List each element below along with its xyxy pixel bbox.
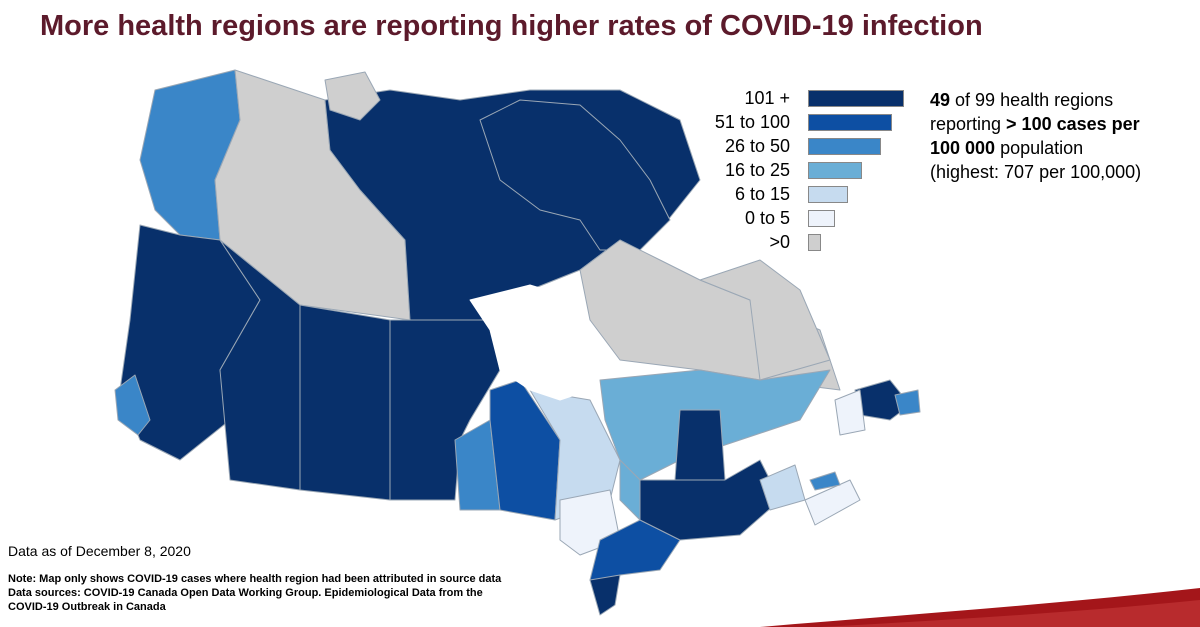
legend-label: 16 to 25 (724, 160, 790, 180)
page-title: More health regions are reporting higher… (40, 10, 983, 42)
canada-health-region-map (114, 69, 921, 616)
summary-line3-rest: population (995, 138, 1084, 158)
legend-label: 51 to 100 (714, 112, 790, 132)
data-date-note: Data as of December 8, 2020 (8, 543, 191, 559)
region-quebec-south (639, 459, 781, 541)
legend-label: 0 to 5 (744, 208, 790, 228)
legend-label: 101 + (744, 88, 790, 108)
region-nova-scotia (804, 479, 861, 526)
legend-swatch (808, 210, 835, 227)
region-vancouver-island (114, 374, 151, 436)
region-toronto-area (589, 574, 621, 616)
legend-swatch (808, 114, 892, 131)
legend-label: 26 to 50 (724, 136, 790, 156)
legend-item: >0 (690, 232, 920, 254)
footnote-line: Data sources: COVID-19 Canada Open Data … (8, 587, 483, 599)
legend-swatch (808, 186, 848, 203)
legend-item: 6 to 15 (690, 184, 920, 206)
legend-swatch (808, 138, 881, 155)
summary-count: 49 (930, 90, 951, 110)
legend-swatch (808, 234, 821, 251)
summary-line2-plain: reporting (930, 114, 1007, 134)
region-saskatchewan (299, 304, 391, 501)
legend-swatch (808, 162, 862, 179)
legend-item: 101 + (690, 88, 920, 110)
region-quebec-southwest (619, 459, 641, 521)
legend-label: >0 (769, 232, 790, 252)
summary-line3-bold: 100 000 (930, 138, 996, 158)
footnote-line: Note: Map only shows COVID-19 cases wher… (8, 573, 502, 585)
summary-callout: 49 of 99 health regions reporting > 100 … (930, 88, 1190, 184)
region-quebec-saguenay (674, 409, 726, 481)
legend-item: 26 to 50 (690, 136, 920, 158)
region-labrador (699, 259, 831, 381)
footnote-line: COVID-19 Outbreak in Canada (8, 601, 166, 613)
legend-swatch (808, 90, 904, 107)
summary-line4: (highest: 707 per 100,000) (930, 162, 1142, 182)
region-arctic-island (324, 71, 381, 121)
region-manitoba (389, 319, 501, 501)
footnote: Note: Map only shows COVID-19 cases wher… (8, 572, 608, 614)
legend-label: 6 to 15 (734, 184, 790, 204)
region-newfoundland-east (894, 389, 921, 416)
region-nunavut-islands (479, 99, 671, 251)
summary-line2-bold: > 100 cases per (1006, 114, 1140, 134)
region-gaspe (834, 389, 866, 436)
region-pei (809, 471, 841, 491)
summary-line1: of 99 health regions (950, 90, 1114, 110)
hudson-bay-water (469, 284, 601, 401)
legend-item: 16 to 25 (690, 160, 920, 182)
legend-item: 0 to 5 (690, 208, 920, 230)
legend-item: 51 to 100 (690, 112, 920, 134)
